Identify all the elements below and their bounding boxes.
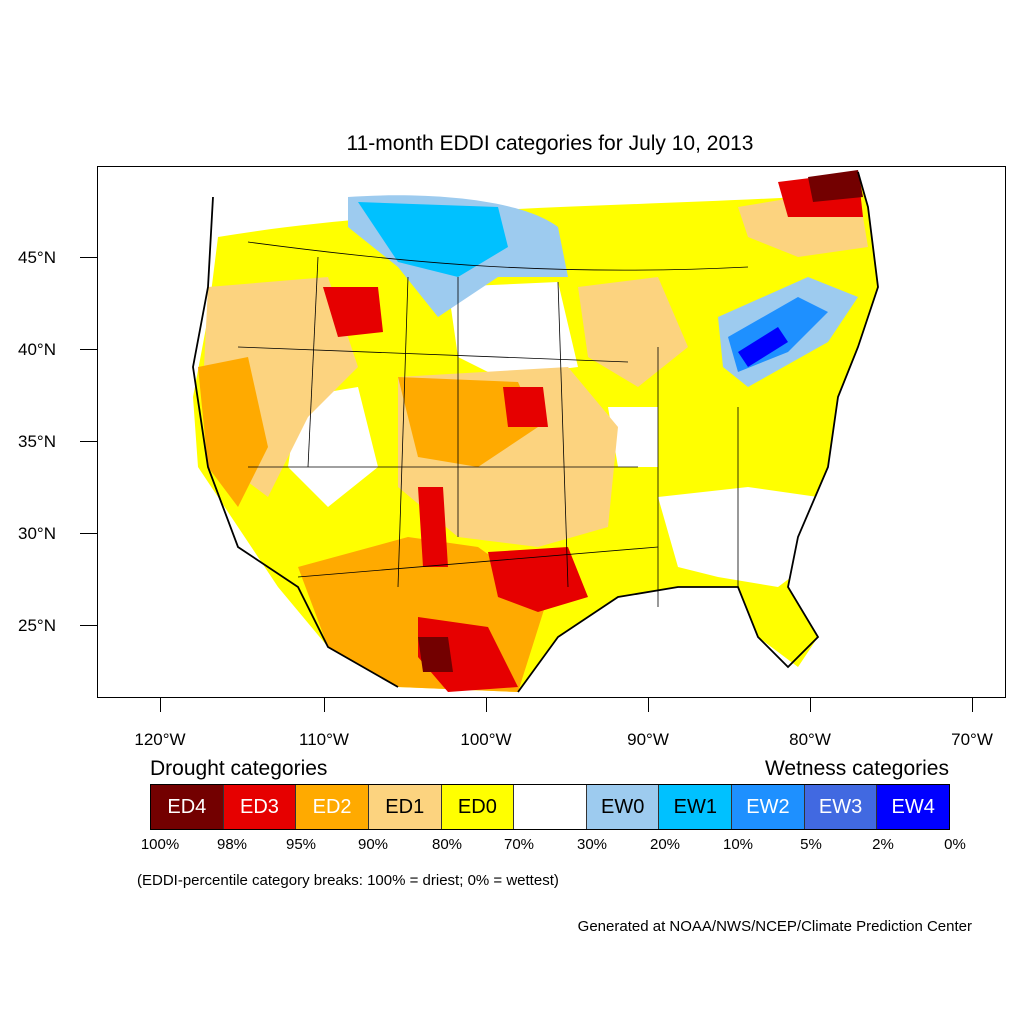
white-plains-north: [448, 282, 578, 377]
lon-tick: [324, 697, 326, 712]
lat-tick: [80, 441, 97, 443]
lon-tick: [160, 697, 162, 712]
lat-tick: [80, 349, 97, 351]
ew-north-plains-core: [358, 202, 508, 277]
legend-swatch-ew1: EW1: [659, 785, 733, 829]
state-boundaries: [237, 241, 749, 607]
ed1-michigan: [578, 277, 688, 387]
legend-swatch-ed1: ED1: [368, 785, 442, 829]
lon-label-110: 110°W: [299, 730, 349, 749]
legend-swatch-neutral: [514, 785, 587, 829]
lon-tick: [648, 697, 650, 712]
legend-swatch-ed4: ED4: [151, 785, 224, 829]
wetness-heading: Wetness categories: [764, 757, 949, 780]
ed4-texas: [418, 637, 453, 672]
lon-label-100: 100°W: [460, 730, 512, 749]
legend-swatch-ew3: EW3: [804, 785, 878, 829]
lon-label-120: 120°W: [134, 730, 186, 749]
legend-break: 2%: [872, 836, 894, 853]
map-title: 11-month EDDI categories for July 10, 20…: [346, 132, 754, 155]
legend-break: 30%: [576, 836, 608, 853]
ed3-montana: [323, 287, 383, 337]
lat-label-45: 45°N: [18, 248, 56, 267]
lon-label-70: 70°W: [951, 730, 993, 749]
drought-heading: Drought categories: [150, 757, 328, 780]
white-midwest: [608, 407, 658, 467]
ed2-rockies: [398, 377, 538, 467]
lat-label-30: 30°N: [18, 524, 56, 543]
eddi-map: [192, 170, 879, 693]
lat-tick: [80, 625, 97, 627]
legend-swatch-ed3: ED3: [223, 785, 297, 829]
category-note: (EDDI-percentile category breaks: 100% =…: [137, 872, 559, 889]
lat-label-35: 35°N: [18, 432, 56, 451]
legend-swatch-ew4: EW4: [877, 785, 950, 829]
legend-break: 70%: [503, 836, 535, 853]
legend-break: 5%: [800, 836, 822, 853]
legend-swatch-ew2: EW2: [732, 785, 805, 829]
credit-line: Generated at NOAA/NWS/NCEP/Climate Predi…: [577, 918, 972, 935]
ed3-nebraska: [503, 387, 548, 427]
lon-tick: [486, 697, 488, 712]
category-legend: ED4 ED3 ED2 ED1 ED0 EW0 EW1 EW2 EW3 EW4: [150, 784, 950, 830]
lon-label-90: 90°W: [627, 730, 669, 749]
ed2-california: [198, 357, 268, 507]
ed4-maine: [808, 170, 863, 202]
legend-swatch-ew0: EW0: [586, 785, 660, 829]
lon-tick: [972, 697, 974, 712]
map-panel: [97, 166, 1006, 698]
legend-break: 98%: [216, 836, 248, 853]
legend-break: 100%: [140, 836, 180, 853]
lat-label-25: 25°N: [18, 616, 56, 635]
lat-tick: [80, 533, 97, 535]
legend-break: 95%: [285, 836, 317, 853]
legend-break: 20%: [649, 836, 681, 853]
coastline: [192, 171, 879, 693]
lon-tick: [810, 697, 812, 712]
legend-break: 0%: [944, 836, 966, 853]
legend-break: 10%: [722, 836, 754, 853]
legend-break: 90%: [357, 836, 389, 853]
legend-break: 80%: [431, 836, 463, 853]
ed3-new-mexico: [418, 487, 448, 567]
lat-tick: [80, 257, 97, 259]
ed3-south-texas: [418, 617, 518, 692]
legend-swatch-ed0: ED0: [441, 785, 515, 829]
ew-great-lakes-deep: [738, 327, 788, 367]
lat-label-40: 40°N: [18, 340, 56, 359]
ed3-texas: [488, 547, 588, 612]
lon-label-80: 80°W: [789, 730, 831, 749]
legend-swatch-ed2: ED2: [296, 785, 369, 829]
